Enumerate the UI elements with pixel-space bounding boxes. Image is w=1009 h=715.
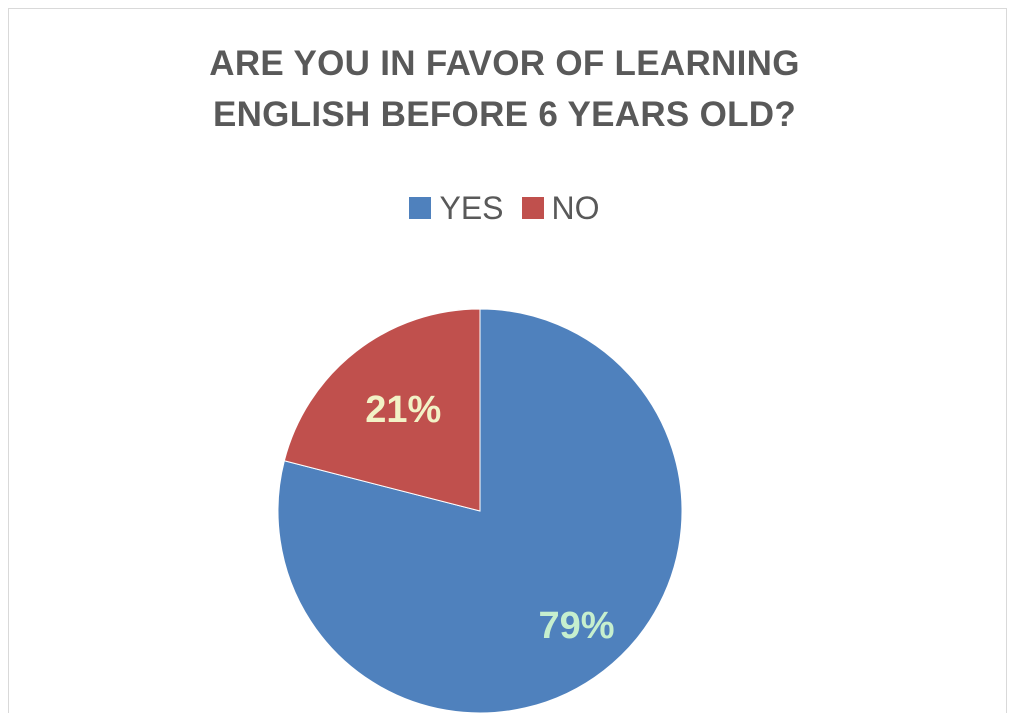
pie-label-no: 21% <box>365 389 441 431</box>
pie-label-yes: 79% <box>539 605 615 647</box>
pie-slices <box>278 309 682 713</box>
